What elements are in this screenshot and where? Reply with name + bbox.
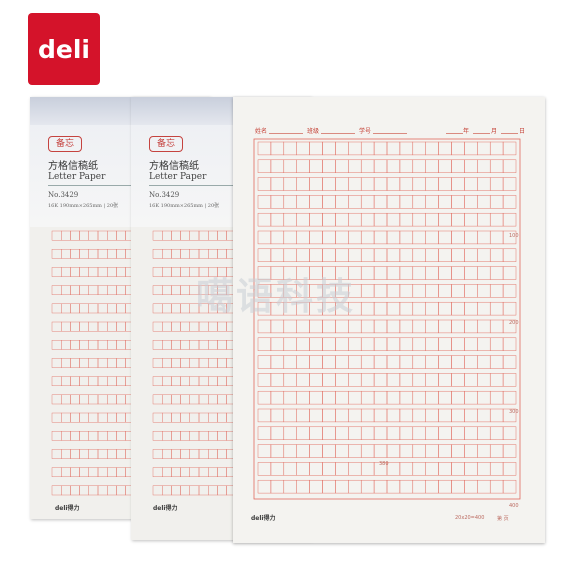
watermark-text: 噶语科技	[196, 275, 356, 318]
logo-text: deli	[38, 34, 90, 64]
student-no-blank	[373, 133, 407, 134]
footer-spec: 20x20=400	[455, 515, 485, 521]
front-grid-sheet: 姓名 班级 学号 年 月 日 100 200 300 380 400 deli得…	[233, 97, 545, 543]
deli-footer-brand: deli得力	[55, 505, 80, 512]
cover-title-cn: 方格信稿纸	[149, 161, 199, 172]
month-label: 月	[491, 128, 498, 135]
cover-title-cn: 方格信稿纸	[48, 161, 98, 172]
name-blank	[269, 133, 303, 134]
name-label: 姓名	[255, 128, 268, 135]
year-label: 年	[463, 128, 470, 135]
month-blank	[473, 133, 490, 134]
count-200: 200	[509, 320, 519, 326]
cover-spec: 16K 190mm×265mm | 20张	[48, 203, 119, 209]
cover-model: No.3429	[48, 191, 79, 199]
cover-spec: 16K 190mm×265mm | 20张	[149, 203, 220, 209]
count-380: 380	[379, 461, 389, 467]
class-blank	[321, 133, 355, 134]
writing-grid	[253, 138, 521, 500]
deli-logo: deli	[28, 13, 100, 85]
cover-rule	[149, 185, 311, 186]
deli-footer-brand: deli得力	[153, 505, 178, 512]
footer-page: 第 页	[497, 516, 509, 522]
cover-model: No.3429	[149, 191, 180, 199]
count-400: 400	[509, 503, 519, 509]
count-100: 100	[509, 233, 519, 239]
day-blank	[501, 133, 518, 134]
year-blank	[446, 133, 463, 134]
class-label: 班级	[307, 128, 320, 135]
student-no-label: 学号	[359, 128, 372, 135]
memo-stamp: 备忘	[48, 136, 82, 152]
cover-title-en: Letter Paper	[149, 172, 207, 182]
count-300: 300	[509, 409, 519, 415]
cover-rule	[48, 185, 210, 186]
deli-footer-brand: deli得力	[251, 515, 276, 522]
cover-title-en: Letter Paper	[48, 172, 106, 182]
day-label: 日	[519, 128, 526, 135]
memo-stamp: 备忘	[149, 136, 183, 152]
